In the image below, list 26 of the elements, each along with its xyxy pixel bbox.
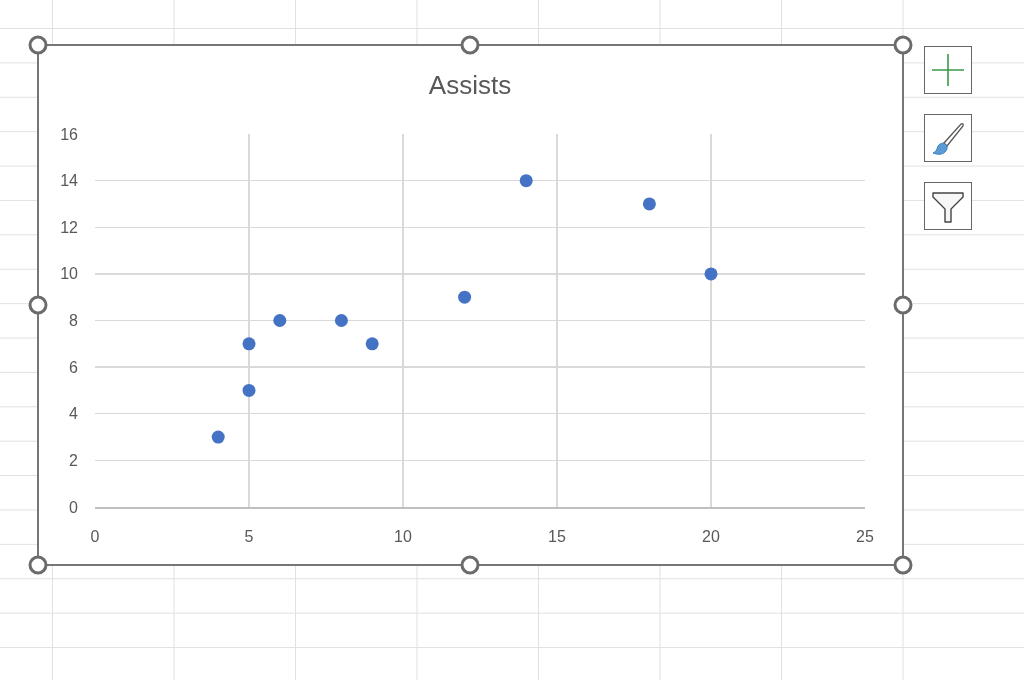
point <box>273 314 287 327</box>
y-tick-label: 0 <box>69 498 79 516</box>
point <box>242 383 256 397</box>
y-tick-label: 6 <box>69 358 79 376</box>
x-tick-label: 15 <box>548 527 566 545</box>
x-tick-label: 25 <box>856 527 874 545</box>
y-tick-label: 4 <box>69 405 79 423</box>
point <box>365 337 379 351</box>
y-tick-label: 2 <box>69 451 79 469</box>
point <box>519 174 533 188</box>
point <box>704 267 718 281</box>
y-tick-label: 10 <box>60 265 79 283</box>
point <box>458 290 472 304</box>
chart-title: Assists <box>428 70 512 101</box>
y-tick-label: 14 <box>60 172 79 190</box>
x-tick-label: 10 <box>394 527 412 545</box>
point <box>211 430 225 444</box>
point <box>242 337 256 351</box>
point <box>334 314 348 327</box>
y-tick-label: 8 <box>69 312 79 330</box>
x-tick-label: 5 <box>244 527 254 545</box>
x-tick-label: 20 <box>702 527 720 545</box>
y-tick-label: 12 <box>60 218 79 236</box>
x-tick-label: 0 <box>90 527 100 545</box>
point <box>642 197 656 211</box>
y-tick-label: 16 <box>60 125 79 143</box>
